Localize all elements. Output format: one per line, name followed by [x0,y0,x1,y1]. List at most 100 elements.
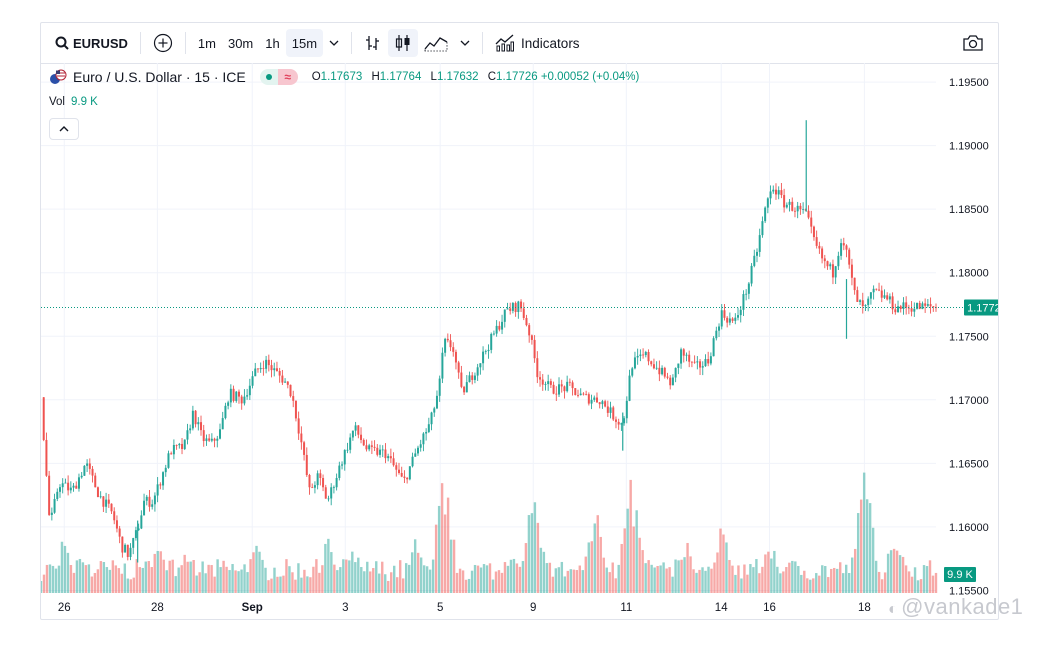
volume-bar [120,573,124,593]
volume-bar [192,560,195,593]
candle-body [815,237,818,246]
chart-style-dropdown-button[interactable] [454,29,476,57]
candle-body [910,308,913,312]
volume-bar [410,552,414,593]
candle-body [422,433,425,445]
volume-bar [285,559,288,593]
delayed-data-badge[interactable]: ≈ [277,69,298,85]
interval-1h[interactable]: 1h [265,35,280,51]
volume-bar [354,562,357,593]
candle-body [118,528,121,537]
volume-bar [393,565,396,593]
candle-body [102,496,105,507]
candle-body [197,422,200,425]
area-style-button[interactable] [418,29,454,57]
volume-bar [431,559,435,593]
area-chart-icon [424,37,448,52]
collapse-legend-button[interactable] [49,118,79,140]
price-chart[interactable]: 1.19500 1.19000 1.18500 1.18000 1.17500 1.170… [41,23,998,619]
candle-body [726,317,729,323]
volume-bar [315,559,318,593]
volume-bar [440,483,444,593]
volume-bar [413,539,417,593]
volume-bar [584,556,587,593]
candle-body [495,325,498,334]
volume-bar [575,570,579,593]
volume-bar [464,579,468,593]
candles-style-button[interactable] [388,29,419,57]
volume-bar [336,570,339,593]
candle-body [262,367,265,369]
volume-bar [177,567,180,593]
volume-bar [312,566,315,593]
candle-body [511,303,514,311]
volume-bar [629,479,632,593]
volume-badge[interactable] [944,567,976,582]
interval-dropdown-button[interactable] [323,29,345,57]
candle-body [593,397,596,400]
candle-body [655,367,658,369]
volume-bar [348,560,351,593]
volume-bar [434,524,438,593]
candle-body [633,357,636,369]
candle-body [476,367,479,376]
volume-bar [153,553,156,593]
candle-body [219,429,221,439]
candle-body [769,191,772,199]
candle-body [259,367,262,370]
candle-body [189,428,192,431]
chart-frame: EURUSD 1m 30m 1h 15m Indicators [40,22,999,620]
candle-body [132,538,135,548]
candle-body [826,261,829,267]
volume-bar [72,572,76,593]
volume-bar [518,566,522,593]
volume-bar [847,573,851,593]
y-tick-label: 1.19000 [949,141,989,153]
candle-body [484,351,487,352]
candle-body [297,418,300,434]
volume-bar [294,579,297,593]
candle-body [435,395,438,409]
interval-1m[interactable]: 1m [197,35,216,51]
interval-15m[interactable]: 15m [285,29,324,57]
market-status-badge[interactable] [259,69,278,85]
volume-bar [865,499,869,593]
candle-body [191,410,194,429]
volume-bar [749,564,752,593]
candle-body [254,368,257,377]
candle-body [338,465,341,478]
candle-body [427,424,430,432]
candle-body [845,245,848,250]
candle-body [650,361,653,365]
symbol-search-button[interactable]: EURUSD [49,29,134,57]
candle-body [430,412,433,425]
indicators-button[interactable]: Indicators [489,29,586,57]
volume-bar [276,576,279,593]
candle-body [284,381,287,383]
volume-bar [922,565,926,593]
snapshot-button[interactable] [956,29,990,57]
candle-body [628,375,631,401]
last-price-badge[interactable] [964,299,998,316]
candle-body [115,520,118,529]
volume-bar [590,541,593,593]
bars-style-button[interactable] [358,29,388,57]
volume-bar [650,564,653,593]
x-tick-label: 5 [437,602,443,614]
volume-bar [626,508,629,593]
compare-add-button[interactable] [147,29,179,57]
volume-bar [551,576,555,593]
interval-30m[interactable]: 30m [227,35,254,51]
volume-bar [934,572,938,593]
volume-bar [925,566,929,593]
volume-bar [728,560,731,593]
candle-body [707,359,710,364]
candle-body [308,475,311,488]
volume-bar [129,579,132,593]
candle-body [267,359,270,366]
candle-body [170,453,173,455]
volume-bar [291,572,294,593]
volume-bar [686,542,689,593]
volume-bar [378,573,381,593]
volume-bar [776,566,779,593]
